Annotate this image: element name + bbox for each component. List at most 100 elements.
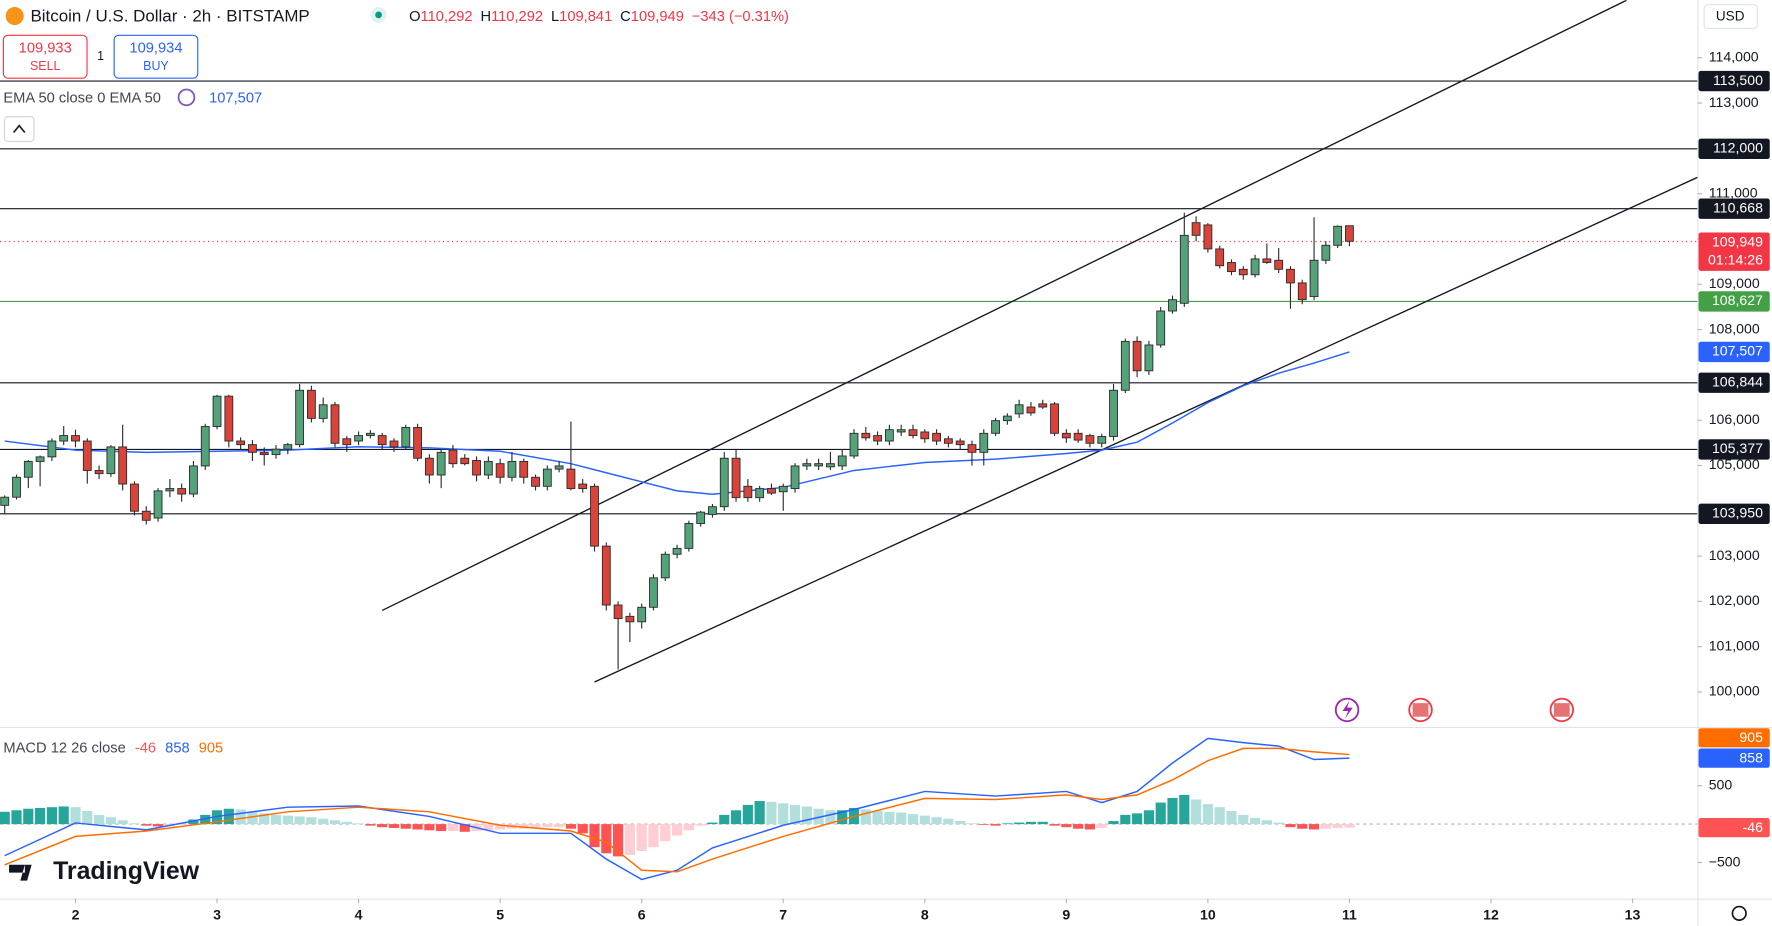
candle-body: [130, 483, 139, 512]
axis-value-label: 113,500: [1713, 72, 1763, 88]
currency-button[interactable]: [1703, 4, 1758, 30]
histogram-bar: [648, 824, 659, 848]
candle-body: [165, 488, 175, 492]
histogram-bar: [636, 824, 647, 852]
x-tick-label: 6: [638, 906, 646, 922]
candle-body: [94, 470, 104, 475]
histogram-bar: [200, 814, 211, 825]
candle-body: [684, 523, 694, 549]
y-tick-label: 113,000: [1709, 94, 1759, 110]
trend-line: [594, 176, 1698, 683]
histogram-bar: [860, 809, 871, 825]
candle-body: [224, 395, 234, 442]
histogram-bar: [1073, 824, 1084, 829]
candle-body: [767, 488, 776, 494]
currency: USD: [1716, 9, 1745, 24]
candle-body: [719, 457, 729, 508]
histogram-bar: [1226, 811, 1237, 825]
candle-body: [649, 577, 658, 608]
candle-body: [1132, 340, 1142, 372]
histogram-bar: [589, 824, 600, 848]
flag-glyph: [1553, 703, 1570, 717]
y-tick-label: −500: [1709, 853, 1741, 869]
candle-body: [141, 510, 151, 521]
candle-body: [1038, 403, 1048, 408]
settings-icon[interactable]: [177, 88, 196, 107]
y-tick-label: 108,000: [1709, 320, 1760, 336]
candle-body: [590, 485, 599, 547]
x-tick-label: 4: [355, 906, 363, 922]
sell-price: 109,933: [19, 41, 72, 57]
settings-gear[interactable]: [1731, 905, 1747, 921]
buy-button[interactable]: [113, 34, 199, 79]
candle-body: [708, 506, 717, 515]
histogram-bar: [1297, 824, 1308, 829]
axis-value-label: 905: [1739, 729, 1763, 745]
candle-body: [1321, 244, 1331, 261]
histogram-bar: [1344, 824, 1355, 828]
candle-body: [578, 483, 588, 490]
x-tick-label: 12: [1483, 906, 1499, 922]
y-tick-label: 106,000: [1709, 411, 1760, 427]
axis-value-box: [1698, 748, 1770, 768]
flag-glyph: [1412, 703, 1429, 717]
histogram-bar: [400, 824, 411, 829]
axis-value-box: [1698, 372, 1770, 393]
candle-body: [448, 449, 458, 465]
histogram-bar: [978, 824, 989, 825]
candle-body: [554, 465, 564, 470]
histogram-bar: [117, 820, 128, 825]
quantity: 1: [97, 49, 104, 63]
y-tick-label: 109,000: [1709, 275, 1760, 291]
candle-body: [495, 463, 505, 478]
histogram-bar: [1061, 824, 1072, 828]
y-tick-label: 101,000: [1709, 637, 1760, 653]
ohlc-value: 110,292: [491, 9, 543, 25]
collapse-button[interactable]: [3, 116, 35, 143]
histogram-bar: [235, 809, 246, 825]
candle-body: [118, 446, 128, 485]
candle-body: [401, 426, 411, 448]
candle-body: [283, 444, 293, 450]
histogram-bar: [754, 801, 765, 825]
candle-body: [1227, 262, 1236, 273]
candle-body: [1073, 432, 1083, 441]
histogram-bar: [247, 811, 258, 825]
histogram-bar: [1249, 817, 1261, 825]
y-tick-label: 105,000: [1709, 456, 1760, 472]
axis-value-label: 112,000: [1713, 140, 1763, 156]
candle-body: [1168, 299, 1177, 312]
collapse-glyph: [12, 124, 26, 133]
axis-value-label: 105,377: [1712, 440, 1763, 456]
candle-body: [625, 615, 635, 623]
candle-body: [318, 404, 328, 419]
histogram-bar: [1261, 820, 1272, 825]
histogram-bar: [789, 804, 801, 825]
histogram-bar: [719, 814, 730, 825]
candle-body: [519, 460, 529, 478]
macd-title: MACD 12 26 close: [3, 740, 125, 756]
candle-body: [837, 455, 847, 467]
macd-value: 905: [199, 740, 224, 756]
candle-body: [1109, 389, 1118, 437]
candle-body: [377, 435, 387, 446]
macd-legend: MACD 12 26 close -46 858 905: [3, 740, 223, 756]
histogram-bar: [565, 824, 577, 829]
candle-body: [212, 395, 222, 427]
x-tick-label: 5: [496, 906, 504, 922]
histogram-bar: [259, 813, 270, 825]
histogram-bar: [424, 824, 435, 831]
sell-button[interactable]: [2, 34, 88, 79]
candle-body: [660, 553, 670, 579]
candle-body: [802, 463, 812, 467]
histogram-bar: [530, 824, 541, 828]
y-tick-label: 100,000: [1709, 683, 1760, 699]
histogram-bar: [329, 820, 341, 825]
histogram-bar: [341, 821, 352, 825]
histogram-bar: [495, 824, 506, 830]
candle-body: [436, 451, 446, 476]
histogram-bar: [660, 824, 671, 842]
candle-body: [23, 460, 33, 478]
histogram-bar: [46, 807, 57, 825]
candle-body: [1262, 258, 1272, 263]
